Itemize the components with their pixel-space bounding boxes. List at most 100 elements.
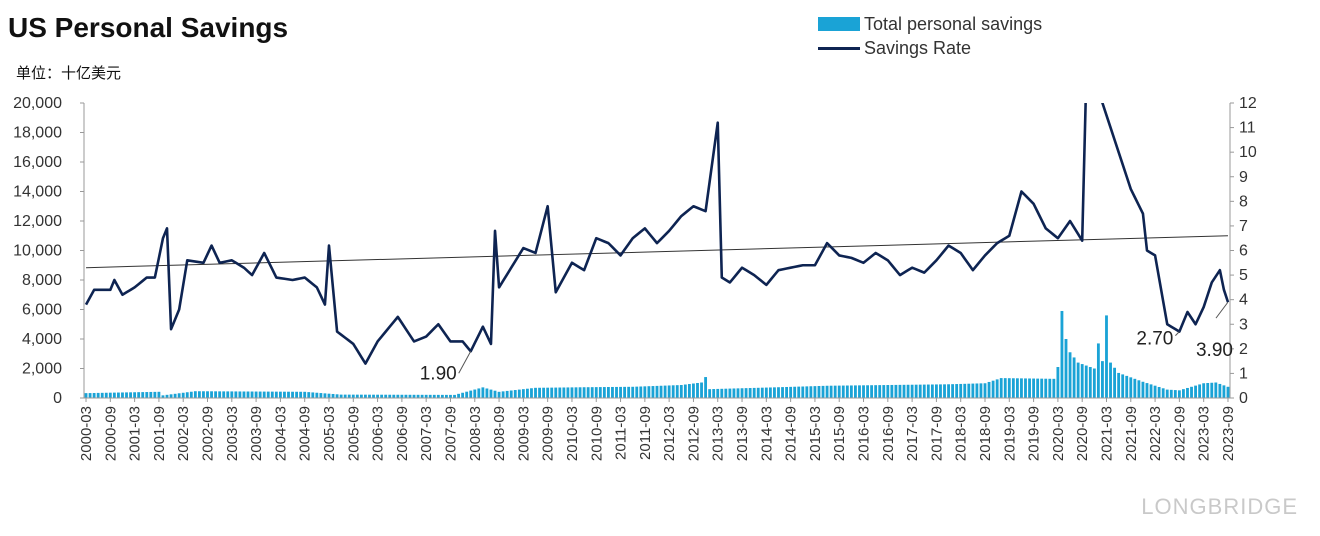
bar-2017-01	[902, 384, 906, 398]
bar-2019-08	[1028, 378, 1031, 398]
bar-2014-09	[789, 386, 793, 398]
bar-2021-06	[1117, 372, 1121, 398]
bar-2010-01	[562, 387, 566, 398]
bar-2001-09	[157, 391, 161, 398]
bar-2000-11	[117, 392, 120, 398]
bar-2020-08	[1076, 362, 1080, 398]
bar-2013-02	[712, 389, 716, 398]
legend: Total personal savings Savings Rate	[818, 12, 1042, 60]
savings-rate-line	[84, 103, 1230, 365]
bar-2020-07	[1072, 357, 1076, 398]
x-tick-label: 2010-03	[564, 406, 581, 461]
bar-2005-10	[355, 394, 359, 398]
bar-2020-06	[1068, 352, 1072, 398]
bar-2019-09	[1032, 378, 1036, 398]
bar-2018-01	[951, 384, 955, 398]
bar-2016-06	[874, 385, 878, 398]
bar-2021-04	[1109, 362, 1112, 398]
bar-2009-05	[530, 388, 533, 398]
bar-2006-06	[388, 394, 392, 398]
bar-2022-04	[1157, 386, 1161, 398]
bar-2013-03	[716, 388, 720, 398]
bar-2002-03	[181, 392, 185, 398]
x-tick-label: 2021-03	[1098, 406, 1115, 461]
x-tick-label: 2006-09	[394, 406, 411, 461]
bar-2003-02	[226, 391, 230, 398]
bar-2007-04	[428, 394, 432, 398]
bar-2007-05	[432, 394, 436, 398]
bar-2009-07	[538, 387, 541, 398]
bar-2003-09	[254, 391, 258, 398]
y-left-tick-label: 8,000	[22, 272, 62, 289]
bar-2001-06	[145, 392, 149, 398]
bar-2014-05	[773, 387, 776, 398]
trend-line-group	[86, 235, 1228, 269]
bar-2023-09	[1226, 386, 1230, 398]
bar-2015-09	[837, 385, 841, 398]
y-left-tick-label: 4,000	[22, 331, 62, 348]
y-right-tick-label: 0	[1239, 390, 1248, 407]
legend-line-swatch	[818, 46, 860, 50]
bar-2017-03	[910, 384, 914, 398]
bar-2001-03	[133, 392, 137, 398]
bar-2015-01	[805, 386, 809, 398]
bar-2016-09	[886, 385, 890, 398]
bar-2017-05	[918, 384, 922, 398]
bar-2021-05	[1113, 367, 1116, 398]
x-tick-label: 2015-09	[831, 406, 848, 461]
bar-2001-02	[129, 392, 132, 398]
bar-2022-02	[1149, 384, 1153, 398]
bar-2005-08	[347, 394, 351, 398]
bar-2021-02	[1101, 361, 1104, 399]
bar-2014-01	[756, 387, 760, 398]
bar-2000-08	[104, 392, 108, 398]
legend-item-savings: Total personal savings	[818, 12, 1042, 36]
y-left-tick-label: 0	[53, 390, 62, 407]
bar-2009-02	[517, 389, 521, 398]
bar-2019-07	[1024, 378, 1027, 398]
bar-2010-04	[574, 387, 578, 398]
annotation-leader	[1215, 301, 1229, 319]
bar-2014-03	[764, 387, 768, 398]
bar-2002-09	[206, 391, 209, 398]
bar-2004-02	[274, 391, 278, 398]
bar-2003-04	[234, 391, 238, 398]
bar-2019-04	[1011, 378, 1015, 398]
bar-2020-12	[1092, 368, 1096, 398]
bar-2009-09	[546, 387, 550, 398]
annotation-label: 3.90	[1196, 340, 1233, 361]
y-right-tick-label: 5	[1239, 267, 1248, 284]
bar-2018-08	[979, 383, 983, 398]
bar-2017-04	[914, 384, 918, 398]
bar-2013-09	[740, 388, 744, 398]
x-tick-label: 2007-03	[418, 406, 435, 461]
x-tick-label: 2003-09	[248, 406, 265, 461]
annotation-label: 2.70	[1136, 329, 1173, 350]
x-tick-label: 2017-03	[904, 406, 921, 461]
x-tick-label: 2011-09	[637, 406, 654, 460]
bar-2013-11	[748, 388, 752, 398]
x-tick-label: 2001-03	[127, 406, 144, 461]
bar-2019-11	[1040, 378, 1044, 398]
bar-2002-05	[189, 391, 193, 398]
legend-bar-label: Total personal savings	[864, 13, 1043, 34]
watermark: LONGBRIDGE	[1141, 494, 1298, 519]
legend-bar-swatch	[818, 17, 860, 31]
bar-2010-06	[582, 387, 586, 398]
bar-2001-12	[169, 394, 173, 398]
bar-2013-01	[708, 389, 712, 398]
bar-2008-01	[465, 391, 469, 398]
trend-line	[86, 235, 1228, 269]
bar-2004-04	[283, 391, 286, 398]
bar-2006-08	[396, 394, 400, 398]
bar-2022-06	[1165, 389, 1169, 398]
bar-2010-08	[590, 387, 594, 398]
bar-2016-01	[854, 385, 857, 398]
bar-2020-10	[1084, 365, 1088, 398]
bar-2018-10	[987, 381, 991, 398]
x-tick-label: 2018-09	[977, 406, 994, 461]
y-right-tick-label: 8	[1239, 193, 1248, 210]
bar-2018-11	[991, 380, 995, 398]
bar-2023-04	[1206, 383, 1210, 398]
bar-2002-04	[185, 392, 189, 398]
